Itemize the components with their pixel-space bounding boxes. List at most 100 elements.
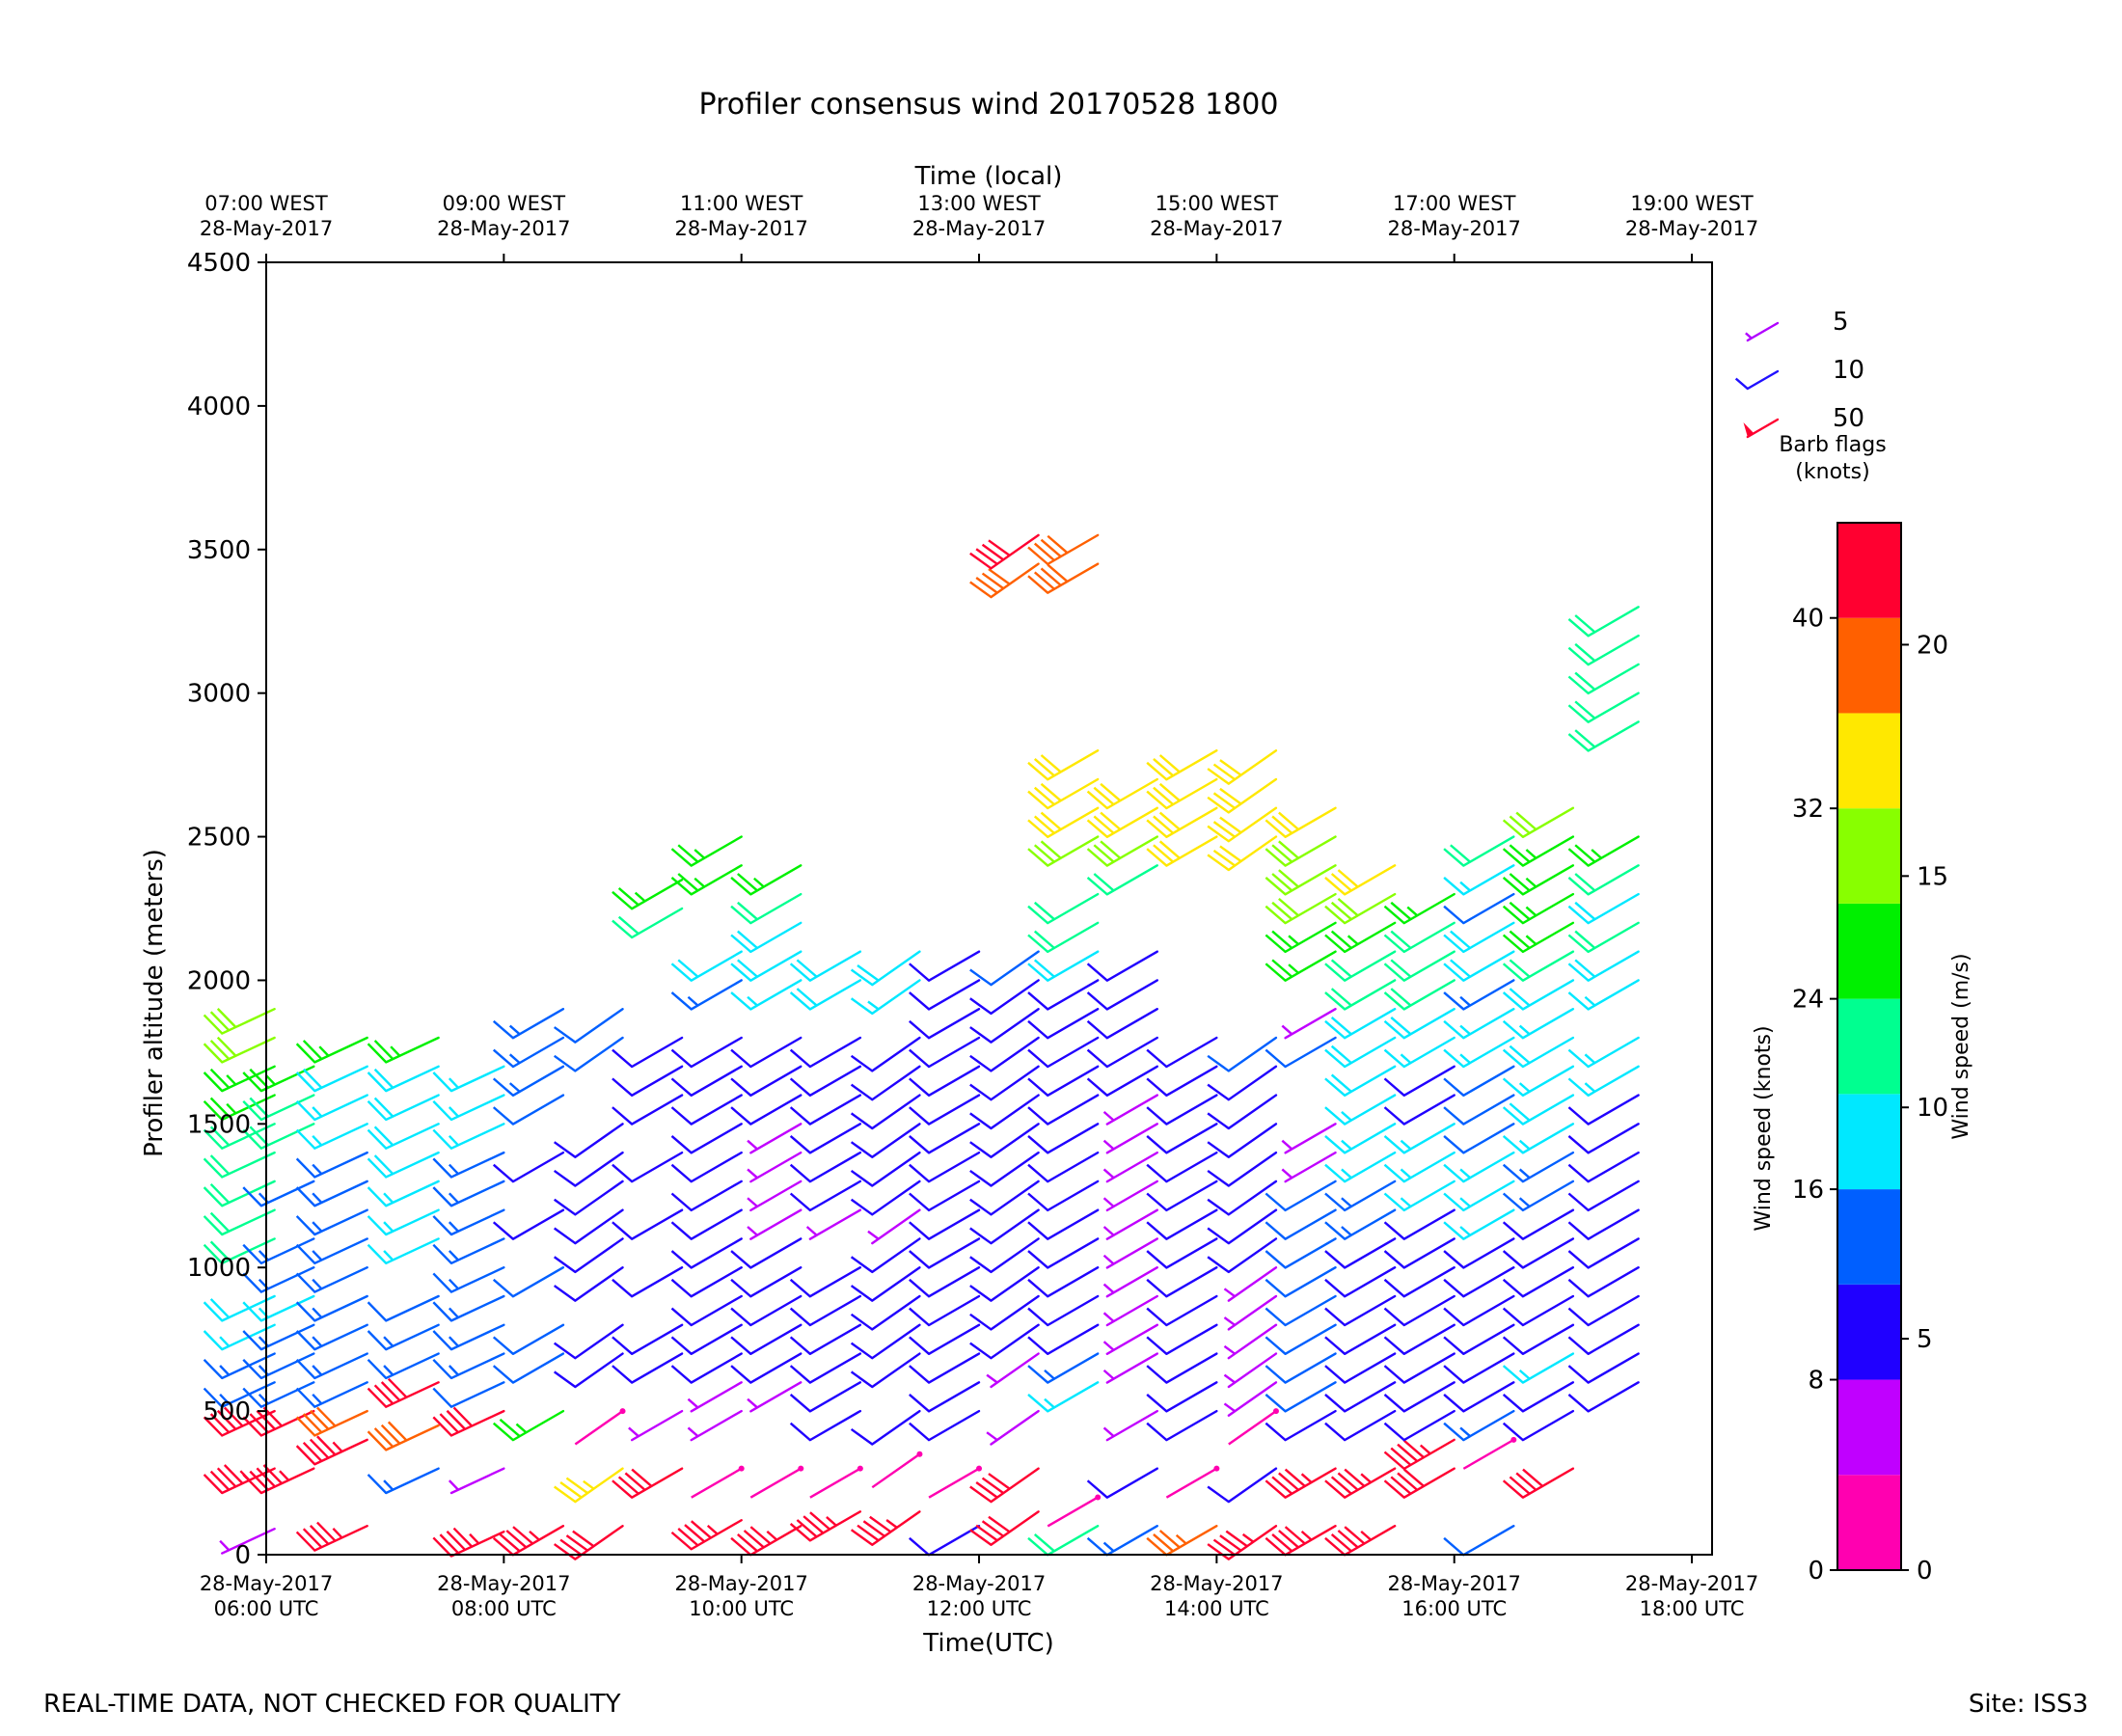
barb-full bbox=[1278, 869, 1299, 888]
barb-staff bbox=[1165, 1151, 1218, 1183]
x-tick-time: 16:00 UTC bbox=[1401, 1597, 1507, 1620]
barb-staff bbox=[1047, 950, 1100, 982]
barb-half bbox=[383, 1221, 394, 1233]
barb-full bbox=[249, 1126, 269, 1147]
barb-full bbox=[789, 1048, 811, 1068]
barb-half bbox=[383, 1479, 394, 1491]
barb-full bbox=[850, 1112, 873, 1129]
barb-full bbox=[909, 1163, 930, 1183]
barb-staff bbox=[1462, 1266, 1515, 1298]
barb-full bbox=[1207, 825, 1230, 843]
barb-full bbox=[553, 1256, 577, 1273]
barb-half bbox=[1406, 906, 1419, 917]
barb-full bbox=[981, 543, 1004, 561]
barb-full bbox=[1265, 819, 1287, 838]
barb-full bbox=[553, 1026, 577, 1044]
barb-full bbox=[242, 1186, 262, 1207]
barb-full bbox=[1502, 877, 1524, 896]
barb-full bbox=[730, 1077, 752, 1097]
barb-staff bbox=[1284, 1294, 1337, 1327]
barb-staff bbox=[927, 1008, 981, 1040]
barb-full bbox=[1443, 1135, 1465, 1154]
barb-full bbox=[432, 1387, 452, 1408]
barb-half bbox=[1281, 1139, 1293, 1151]
barb-staff bbox=[1227, 1208, 1278, 1245]
barb-staff bbox=[449, 1094, 505, 1122]
barb-full bbox=[1040, 840, 1062, 859]
barb-staff bbox=[808, 1151, 862, 1183]
barb-full bbox=[969, 997, 993, 1015]
barb-staff bbox=[1402, 1237, 1455, 1269]
barb-staff bbox=[1746, 369, 1780, 391]
barb-full bbox=[909, 1048, 930, 1068]
barb-staff bbox=[1343, 1352, 1397, 1384]
barb-full bbox=[1574, 873, 1596, 892]
barb-full bbox=[203, 1358, 224, 1379]
barb-staff bbox=[1227, 1381, 1278, 1417]
barb-half bbox=[1360, 1530, 1372, 1541]
barb-full bbox=[1443, 1163, 1465, 1183]
site-label: Site: ISS3 bbox=[1969, 1690, 2088, 1719]
barb-full bbox=[909, 1307, 930, 1326]
barb-staff bbox=[871, 950, 921, 987]
barb-staff bbox=[385, 1294, 440, 1322]
barb-staff bbox=[1521, 979, 1575, 1011]
barb-staff bbox=[1402, 921, 1455, 954]
barb-full bbox=[432, 1215, 452, 1235]
barb-staff bbox=[1521, 1036, 1575, 1069]
colorbar-bin bbox=[1837, 998, 1901, 1095]
barb-full bbox=[730, 991, 752, 1011]
barb-full bbox=[1574, 729, 1596, 748]
barb-full bbox=[1027, 1192, 1049, 1211]
barb-full bbox=[1027, 1135, 1049, 1154]
barb-staff bbox=[1587, 864, 1640, 896]
barb-half bbox=[1300, 1473, 1313, 1483]
barb-staff bbox=[1402, 979, 1455, 1011]
barb-full bbox=[1027, 819, 1049, 838]
wind-profile bbox=[1443, 835, 1517, 1557]
barb-full bbox=[1324, 1019, 1346, 1040]
barb-full bbox=[1502, 819, 1524, 838]
barb-full bbox=[1443, 1422, 1465, 1442]
barb-staff bbox=[511, 1409, 565, 1442]
barb-staff bbox=[871, 1294, 921, 1331]
x-tick-time: 10:00 UTC bbox=[689, 1597, 794, 1620]
barb-full bbox=[367, 1071, 388, 1092]
barb-full bbox=[1278, 840, 1299, 859]
legend-title-line2: (knots) bbox=[1795, 460, 1869, 484]
x-top-tick-time: 07:00 WEST bbox=[204, 192, 328, 215]
barb-half bbox=[766, 1530, 778, 1541]
barb-full bbox=[1207, 1198, 1230, 1216]
barb-full bbox=[512, 1526, 534, 1545]
barb-staff bbox=[1047, 533, 1100, 566]
barb-staff bbox=[1402, 1294, 1455, 1327]
barb-full bbox=[1265, 1221, 1287, 1240]
barb-full bbox=[492, 1106, 514, 1126]
barb-full bbox=[1383, 1422, 1405, 1442]
barb-staff bbox=[1343, 1381, 1397, 1413]
barb-staff bbox=[1047, 1323, 1100, 1355]
wind-profile bbox=[242, 1065, 315, 1495]
barb-staff bbox=[1462, 950, 1515, 982]
barb-half bbox=[312, 1192, 323, 1204]
barb-full bbox=[796, 1519, 818, 1538]
barb-full bbox=[730, 1307, 752, 1326]
barb-staff bbox=[511, 1094, 565, 1126]
barb-full bbox=[1567, 1336, 1590, 1355]
barb-full bbox=[432, 1099, 452, 1121]
barb-staff bbox=[385, 1151, 440, 1179]
barb-full bbox=[1027, 1048, 1049, 1068]
barb-full bbox=[670, 1221, 693, 1240]
barb-staff bbox=[690, 835, 743, 867]
barb-staff bbox=[1746, 321, 1780, 342]
barb-full bbox=[1324, 963, 1346, 982]
barb-full bbox=[1443, 1307, 1465, 1326]
barb-half bbox=[747, 1226, 758, 1236]
barb-staff bbox=[808, 1065, 862, 1097]
barb-full bbox=[203, 1099, 224, 1121]
barb-staff bbox=[1343, 1409, 1397, 1442]
colorbar-ms-label: 0 bbox=[1917, 1557, 1933, 1586]
barb-full bbox=[969, 1285, 993, 1302]
barb-full bbox=[1033, 786, 1055, 806]
barb-staff bbox=[1587, 950, 1640, 982]
